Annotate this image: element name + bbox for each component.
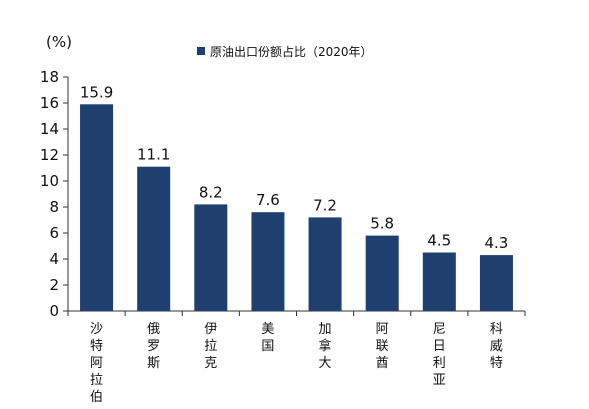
y-tick-label: 12	[40, 146, 59, 164]
legend: 原油出口份额占比（2020年）	[197, 44, 373, 59]
data-label: 8.2	[199, 183, 223, 201]
x-category-label: 尼日利亚	[433, 322, 446, 388]
bars	[80, 104, 513, 311]
bar	[251, 212, 285, 311]
x-category-label: 美国	[261, 322, 274, 354]
bar	[308, 217, 342, 311]
data-label: 5.8	[370, 215, 394, 233]
y-tick-label: 4	[49, 250, 59, 268]
data-label: 7.6	[256, 191, 280, 209]
y-tick-label: 2	[49, 276, 59, 294]
data-label: 4.3	[485, 234, 509, 252]
data-label: 4.5	[427, 232, 451, 250]
y-tick-label: 18	[40, 68, 59, 86]
y-tick-label: 6	[49, 224, 59, 242]
legend-swatch	[197, 47, 205, 55]
legend-entry: 原油出口份额占比（2020年）	[210, 44, 373, 59]
bar	[365, 235, 399, 311]
bar	[422, 252, 456, 311]
x-category-label: 科威特	[490, 322, 503, 371]
bar	[194, 204, 228, 311]
data-label: 7.2	[313, 196, 337, 214]
x-category-label: 伊拉克	[204, 322, 217, 371]
y-tick-label: 0	[49, 302, 59, 320]
data-label: 11.1	[137, 146, 170, 164]
y-tick-label: 14	[40, 120, 59, 138]
x-category-label: 阿联酋	[376, 322, 389, 371]
data-label: 15.9	[80, 83, 113, 101]
labels: 15.9 沙特阿拉伯 11.1 俄罗斯 8.2 伊拉克 7.6 美国 7.2 加拿大 5.8 阿联酋 4…	[80, 83, 509, 405]
bar	[479, 255, 513, 311]
x-category-label: 加拿大	[319, 322, 332, 371]
x-category-label: 沙特阿拉伯	[90, 322, 103, 405]
bar	[137, 166, 171, 311]
bar	[80, 104, 114, 311]
axes: 0 2 4 6 8 10 12 14 16 18	[40, 68, 526, 320]
y-tick-label: 16	[40, 94, 59, 112]
x-category-label: 俄罗斯	[147, 322, 160, 371]
y-tick-label: 10	[40, 172, 59, 190]
y-tick-label: 8	[49, 198, 59, 216]
y-unit-label: (%)	[46, 33, 72, 51]
